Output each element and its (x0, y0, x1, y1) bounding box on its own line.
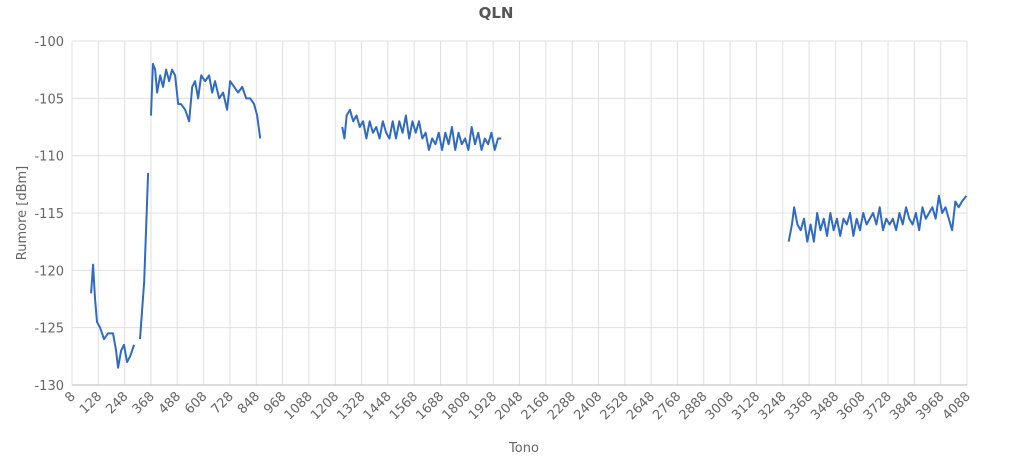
x-tick-label: 1088 (282, 389, 316, 423)
x-tick-label: 3968 (913, 389, 947, 423)
y-tick-label: -125 (34, 322, 64, 337)
y-axis-title: Rumore [dBm] (15, 166, 30, 260)
x-tick-label: 3008 (703, 389, 737, 423)
x-tick-label: 1688 (413, 389, 447, 423)
chart-title: QLN (479, 4, 514, 22)
x-tick-label: 848 (235, 389, 263, 417)
x-tick-label: 608 (182, 389, 210, 417)
x-tick-label: 728 (209, 389, 237, 417)
x-axis-title: Tono (508, 441, 539, 456)
x-tick-label: 2888 (677, 389, 711, 423)
x-tick-label: 1928 (466, 389, 500, 423)
x-tick-label: 2648 (624, 389, 658, 423)
x-tick-label: 3128 (729, 389, 763, 423)
x-tick-label: 2168 (519, 389, 553, 423)
x-tick-label: 8 (62, 389, 78, 405)
x-tick-label: 3368 (782, 389, 816, 423)
x-tick-label: 3728 (861, 389, 895, 423)
x-tick-label: 248 (103, 389, 131, 417)
y-tick-label: -120 (34, 264, 64, 279)
x-tick-label: 368 (130, 389, 158, 417)
x-tick-label: 488 (156, 389, 184, 417)
x-tick-label: 2288 (545, 389, 579, 423)
x-tick-label: 1448 (361, 389, 395, 423)
y-tick-label: -105 (34, 92, 64, 107)
x-tick-label: 1328 (334, 389, 368, 423)
x-tick-label: 1808 (440, 389, 474, 423)
x-tick-label: 3848 (887, 389, 921, 423)
y-tick-label: -115 (34, 207, 64, 222)
x-tick-label: 2048 (492, 389, 526, 423)
x-tick-label: 2408 (571, 389, 605, 423)
x-tick-label: 1568 (387, 389, 421, 423)
x-tick-label: 3248 (756, 389, 790, 423)
x-tick-label: 4088 (940, 389, 974, 423)
y-tick-label: -110 (34, 150, 64, 165)
x-tick-label: 2528 (598, 389, 632, 423)
x-tick-label: 1208 (308, 389, 342, 423)
y-tick-label: -130 (34, 379, 64, 394)
x-tick-label: 128 (77, 389, 105, 417)
x-tick-label: 3488 (808, 389, 842, 423)
x-tick-label: 2768 (650, 389, 684, 423)
y-tick-label: -100 (34, 35, 64, 50)
data-line (90, 62, 968, 369)
x-tick-label: 3608 (835, 389, 869, 423)
